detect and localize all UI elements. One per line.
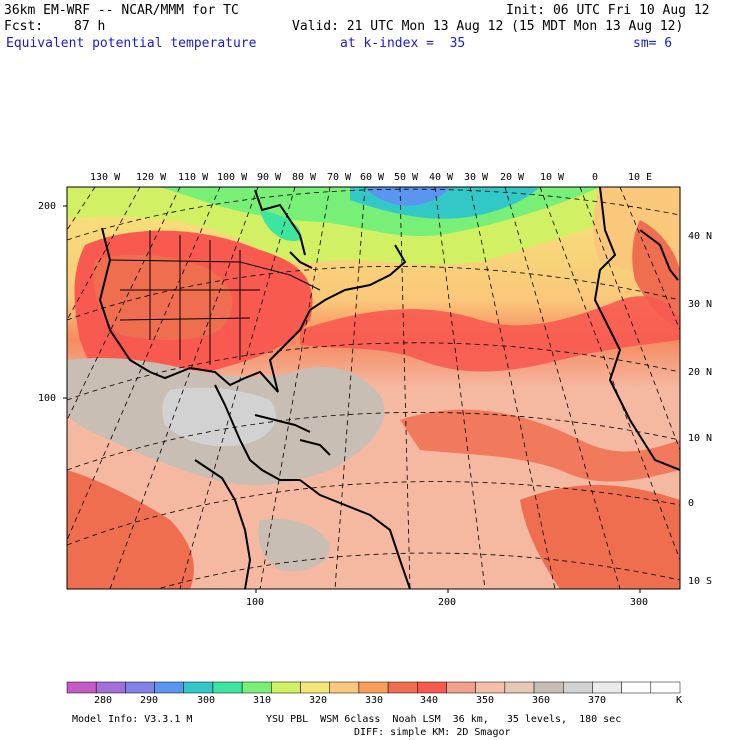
lon-label-90w: 90 W <box>257 172 282 183</box>
lat-label-0: 0 <box>688 498 695 509</box>
colorbar-label-360: 360 <box>532 695 551 706</box>
colorbar-label-330: 330 <box>365 695 384 706</box>
lon-label-30w: 30 W <box>464 172 489 183</box>
colorbar-swatch <box>125 681 155 694</box>
lon-label-50w: 50 W <box>394 172 419 183</box>
lat-label-30n: 30 N <box>688 299 713 310</box>
colorbar-swatch <box>66 681 97 694</box>
colorbar-label-350: 350 <box>476 695 495 706</box>
left-tick-200: 200 <box>38 201 57 212</box>
coastlines <box>98 187 680 589</box>
colorbar-swatch <box>271 681 301 694</box>
field-name: Equivalent potential temperature <box>6 36 257 51</box>
lat-label-20n: 20 N <box>688 367 713 378</box>
init-time: Init: 06 UTC Fri 10 Aug 12 <box>506 3 710 18</box>
lon-label-10e: 10 E <box>628 172 653 183</box>
lon-label-0: 0 <box>592 172 599 183</box>
lon-label-100w: 100 W <box>217 172 248 183</box>
colorbar-swatch <box>562 681 593 694</box>
left-tick-100: 100 <box>38 393 57 404</box>
colorbar-label-320: 320 <box>309 695 328 706</box>
lon-label-20w: 20 W <box>500 172 525 183</box>
colorbar-swatch <box>446 681 476 694</box>
colorbar-label-280: 280 <box>94 695 113 706</box>
lon-label-40w: 40 W <box>429 172 454 183</box>
colorbar-swatch <box>241 681 272 694</box>
colorbar-swatch <box>329 681 360 694</box>
colorbar-swatch <box>183 681 214 694</box>
forecast-hour: 87 h <box>74 19 106 34</box>
valid-time: Valid: 21 UTC Mon 13 Aug 12 (15 MDT Mon … <box>292 19 684 34</box>
map-frame <box>66 186 681 590</box>
lon-label-110w: 110 W <box>178 172 209 183</box>
colorbar-swatch <box>650 681 681 694</box>
colorbar-swatch <box>475 681 506 694</box>
graticule <box>67 187 680 589</box>
model-title: 36km EM-WRF -- NCAR/MMM for TC <box>4 3 239 18</box>
colorbar-swatch <box>504 681 535 694</box>
colorbar-swatch <box>387 681 418 694</box>
colorbar-swatch <box>417 681 447 694</box>
axis-ticks <box>63 205 641 593</box>
colorbar-swatch <box>95 681 126 694</box>
political-borders <box>109 230 321 365</box>
colorbar-swatch <box>621 681 652 694</box>
colorbar-swatch <box>592 681 622 694</box>
colorbar-label-310: 310 <box>253 695 272 706</box>
lon-label-70w: 70 W <box>327 172 352 183</box>
field-shading <box>67 187 680 589</box>
colorbar-label-370: 370 <box>588 695 607 706</box>
forecast-label: Fcst: <box>4 19 44 34</box>
physics-line-2: DIFF: simple KM: 2D Smagor <box>354 727 511 738</box>
colorbar-swatch <box>212 681 243 694</box>
colorbar-swatch <box>154 681 185 694</box>
colorbar-swatch <box>358 681 389 694</box>
lat-label-10n: 10 N <box>688 433 713 444</box>
lon-label-120w: 120 W <box>136 172 167 183</box>
lon-label-60w: 60 W <box>360 172 385 183</box>
colorbar-swatch <box>533 681 564 694</box>
colorbar-swatch <box>300 681 330 694</box>
lat-label-40n: 40 N <box>688 231 713 242</box>
colorbar-label-290: 290 <box>140 695 159 706</box>
lon-label-10w: 10 W <box>540 172 565 183</box>
bottom-tick-100: 100 <box>246 597 265 608</box>
model-info: Model Info: V3.3.1 M <box>72 714 193 725</box>
physics-line-1: YSU PBL WSM 6class Noah LSM 36 km, 35 le… <box>266 714 622 725</box>
level-info: at k-index = 35 <box>340 36 466 51</box>
lon-label-80w: 80 W <box>292 172 317 183</box>
lon-label-130w: 130 W <box>90 172 121 183</box>
smoothing-info: sm= 6 <box>633 36 673 51</box>
lat-label-10s: 10 S <box>688 576 713 587</box>
colorbar-label-300: 300 <box>197 695 216 706</box>
colorbar-unit: K <box>676 695 683 706</box>
colorbar <box>66 681 681 694</box>
colorbar-label-340: 340 <box>420 695 439 706</box>
bottom-tick-200: 200 <box>438 597 457 608</box>
bottom-tick-300: 300 <box>630 597 649 608</box>
